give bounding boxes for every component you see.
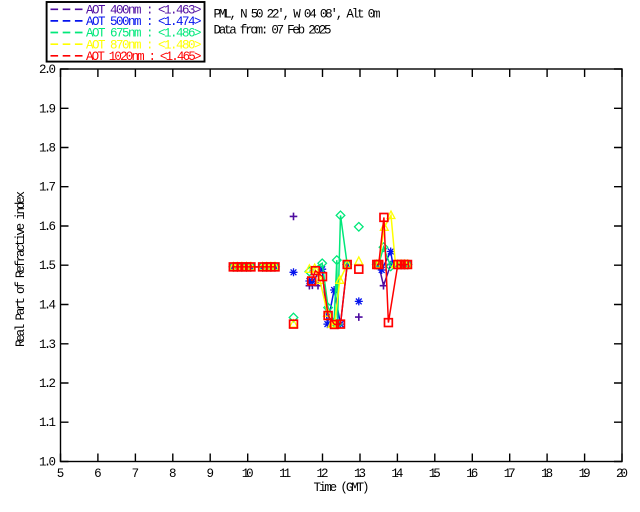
svg-text:1.0: 1.0 (39, 456, 56, 470)
svg-text:8: 8 (169, 467, 177, 481)
svg-text:Real Part of Refractive index: Real Part of Refractive index (14, 191, 28, 347)
svg-text:AOT 870nm : <1.480>: AOT 870nm : <1.480> (86, 38, 202, 52)
svg-text:1.4: 1.4 (39, 299, 56, 313)
svg-text:20: 20 (616, 467, 628, 481)
svg-text:1.1: 1.1 (39, 416, 56, 430)
svg-text:1.5: 1.5 (39, 259, 56, 273)
svg-text:17: 17 (504, 467, 516, 481)
svg-text:1.2: 1.2 (39, 377, 56, 391)
svg-text:1.9: 1.9 (39, 102, 56, 116)
svg-text:PML, N 50 22', W 04 08', Alt 0: PML, N 50 22', W 04 08', Alt 0m (214, 8, 381, 22)
svg-text:Time (GMT): Time (GMT) (314, 481, 370, 495)
svg-text:AOT 400nm : <1.463>: AOT 400nm : <1.463> (86, 3, 202, 17)
svg-text:16: 16 (466, 467, 478, 481)
svg-text:1.7: 1.7 (39, 181, 56, 195)
svg-text:AOT 1020nm : <1.465>: AOT 1020nm : <1.465> (86, 50, 202, 64)
svg-text:7: 7 (132, 467, 140, 481)
svg-text:10: 10 (242, 467, 254, 481)
svg-text:15: 15 (429, 467, 441, 481)
svg-text:1.8: 1.8 (39, 142, 56, 156)
svg-text:11: 11 (279, 467, 291, 481)
svg-text:9: 9 (206, 467, 214, 481)
svg-text:19: 19 (579, 467, 591, 481)
svg-text:1.3: 1.3 (39, 338, 56, 352)
svg-text:1.6: 1.6 (39, 220, 56, 234)
svg-text:2.0: 2.0 (39, 63, 56, 77)
svg-text:5: 5 (57, 467, 65, 481)
svg-text:13: 13 (354, 467, 366, 481)
svg-text:6: 6 (94, 467, 102, 481)
svg-text:AOT 500nm : <1.474>: AOT 500nm : <1.474> (86, 15, 202, 29)
svg-text:12: 12 (317, 467, 329, 481)
svg-text:18: 18 (541, 467, 553, 481)
svg-text:14: 14 (391, 467, 403, 481)
svg-text:Data from: 07 Feb 2025: Data from: 07 Feb 2025 (214, 24, 332, 38)
svg-text:AOT 675nm : <1.486>: AOT 675nm : <1.486> (86, 27, 202, 41)
